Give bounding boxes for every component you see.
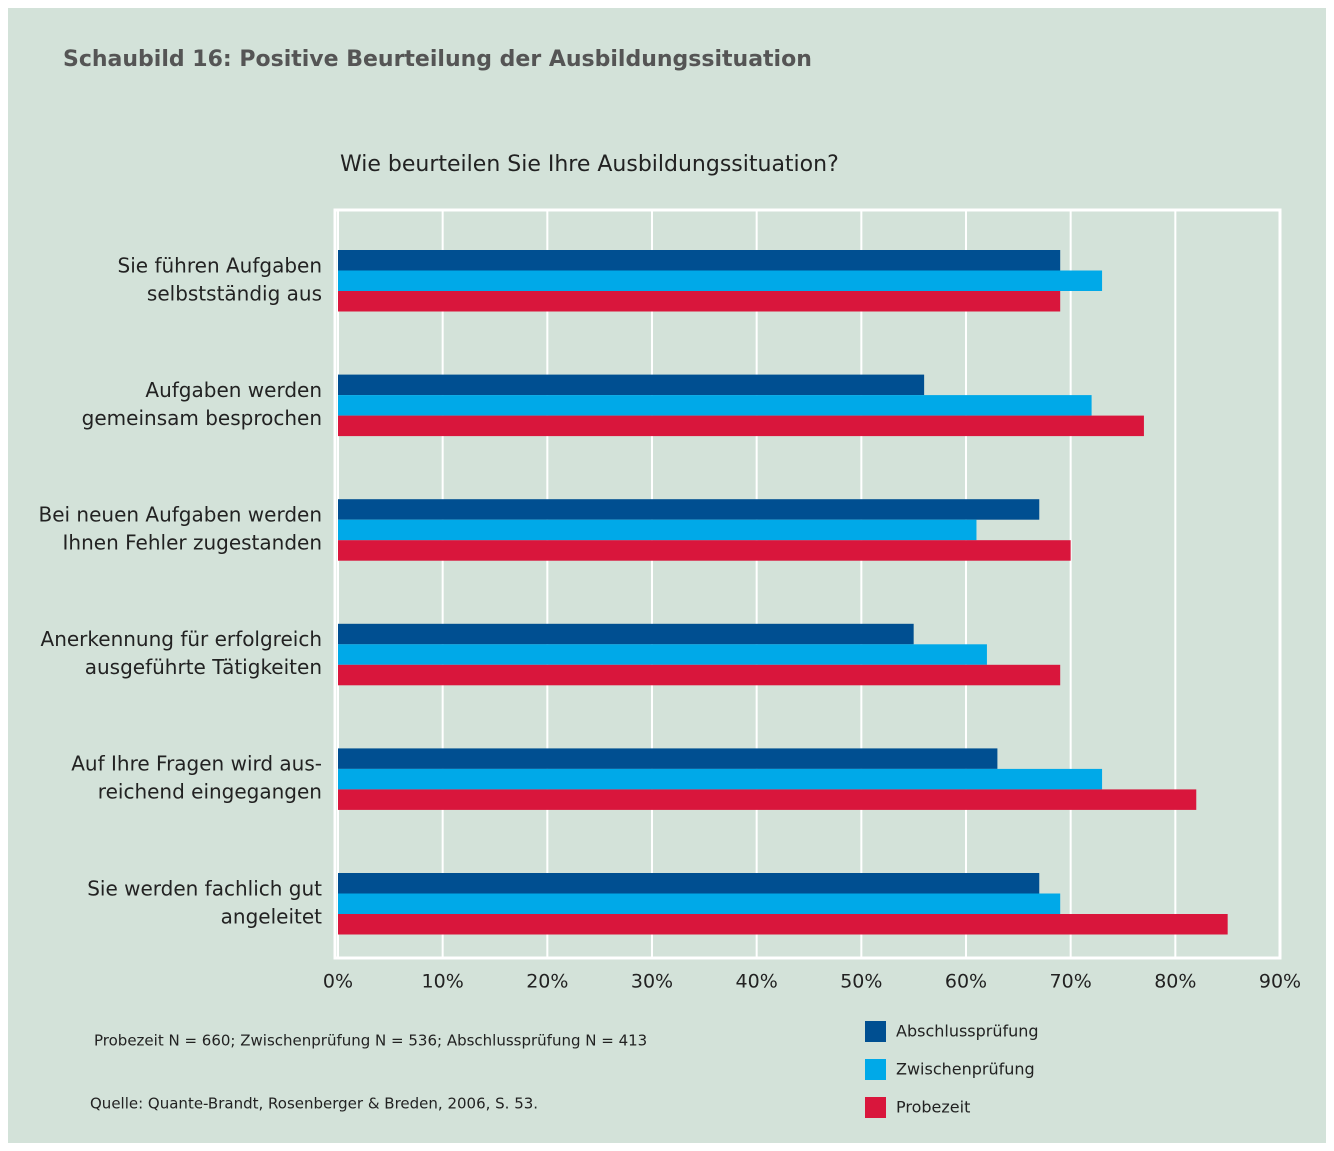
- legend-swatch: [865, 1097, 886, 1118]
- bar: [338, 664, 1061, 686]
- y-tick-label: Sie werden fachlich gut: [87, 876, 322, 900]
- chart-subtitle: Wie beurteilen Sie Ihre Ausbildungssitua…: [340, 152, 839, 177]
- bar: [338, 623, 914, 645]
- x-tick-label: 90%: [1259, 971, 1301, 993]
- x-tick-label: 60%: [945, 971, 987, 993]
- bar: [338, 519, 977, 541]
- y-tick-label: reichend eingegangen: [98, 780, 322, 804]
- y-tick-label: angeleitet: [221, 904, 322, 928]
- legend-swatch: [865, 1021, 886, 1042]
- x-tick-label: 50%: [840, 971, 882, 993]
- bar: [338, 644, 987, 665]
- y-tick-label: Sie führen Aufgaben: [118, 253, 322, 277]
- bar: [338, 873, 1040, 894]
- legend-label: Zwischenprüfung: [896, 1060, 1035, 1079]
- x-tick-label: 20%: [526, 971, 568, 993]
- note: Probezeit N = 660; Zwischenprüfung N = 5…: [94, 1032, 647, 1050]
- bar: [338, 415, 1144, 437]
- y-tick-label: Auf Ihre Fragen wird aus-: [71, 752, 322, 776]
- chart-title: Schaubild 16: Positive Beurteilung der A…: [63, 47, 812, 72]
- x-tick-label: 80%: [1154, 971, 1196, 993]
- bar: [338, 748, 998, 769]
- plot-frame: [333, 208, 1282, 960]
- x-tick-label: 30%: [631, 971, 673, 993]
- x-tick-label: 0%: [323, 971, 353, 993]
- legend-swatch: [865, 1059, 886, 1080]
- y-tick-label: Bei neuen Aufgaben werden: [38, 502, 322, 526]
- bar: [338, 374, 925, 396]
- bar: [338, 291, 1061, 312]
- legend-label: Abschlussprüfung: [896, 1022, 1039, 1041]
- bar: [338, 395, 1092, 416]
- y-tick-label: ausgeführte Tätigkeiten: [85, 655, 322, 679]
- x-tick-label: 70%: [1050, 971, 1092, 993]
- bar: [338, 270, 1103, 291]
- y-tick-label: selbstständig aus: [147, 281, 322, 305]
- legend-label: Probezeit: [896, 1098, 970, 1117]
- note: Quelle: Quante-Brandt, Rosenberger & Bre…: [90, 1095, 538, 1113]
- y-tick-label: Anerkennung für erfolgreich: [41, 627, 322, 651]
- x-tick-label: 40%: [736, 971, 778, 993]
- y-tick-label: Ihnen Fehler zugestanden: [63, 530, 322, 554]
- bar: [338, 250, 1061, 271]
- bar: [338, 768, 1103, 790]
- x-tick-label: 10%: [422, 971, 464, 993]
- y-tick-label: gemeinsam besprochen: [82, 406, 322, 430]
- bar: [338, 499, 1040, 520]
- bar: [338, 540, 1071, 561]
- bar: [338, 893, 1061, 914]
- y-tick-label: Aufgaben werden: [145, 378, 322, 402]
- background: [8, 8, 1326, 1143]
- bar: [338, 914, 1228, 935]
- bar: [338, 789, 1197, 810]
